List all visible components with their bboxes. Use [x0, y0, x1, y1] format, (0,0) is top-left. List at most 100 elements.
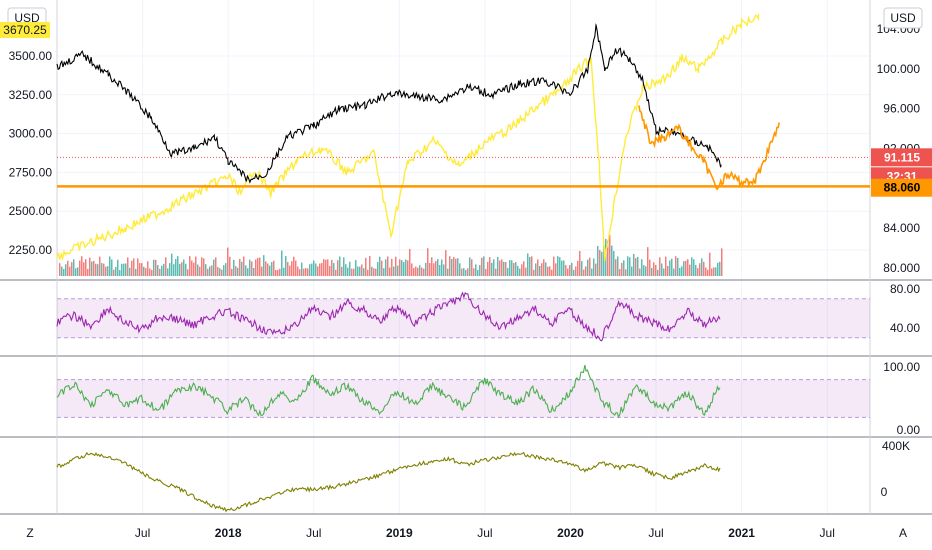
obv-tick-label: 0	[881, 485, 888, 499]
volume-bar	[349, 261, 351, 276]
volume-bar	[703, 261, 705, 276]
volume-bar	[563, 260, 565, 276]
volume-bar	[371, 266, 373, 276]
volume-bar	[499, 260, 501, 276]
volume-bar	[273, 260, 275, 276]
volume-bar	[433, 263, 435, 276]
volume-bar	[445, 250, 447, 276]
volume-bar	[483, 256, 485, 276]
volume-bar	[229, 256, 231, 276]
volume-bar	[203, 258, 205, 276]
volume-bar	[303, 268, 305, 276]
volume-bar	[409, 248, 411, 276]
volume-bar	[75, 268, 77, 276]
volume-bar	[425, 262, 427, 276]
volume-bar	[261, 266, 263, 276]
volume-bar	[271, 262, 273, 276]
volume-bar	[695, 264, 697, 276]
volume-bar	[449, 256, 451, 276]
volume-bar	[509, 260, 511, 276]
volume-bar	[613, 250, 615, 276]
volume-bar	[369, 256, 371, 276]
left-top-value-badge: 3670.25	[0, 22, 50, 38]
volume-bar	[455, 258, 457, 276]
volume-bar	[147, 261, 149, 276]
volume-bar	[87, 268, 89, 276]
volume-bar	[237, 267, 239, 276]
volume-bar	[701, 258, 703, 276]
volume-bar	[653, 262, 655, 276]
last-price-tag	[871, 148, 932, 167]
volume-bar	[171, 253, 173, 276]
volume-bar	[127, 257, 129, 276]
volume-bar	[469, 257, 471, 276]
volume-bar	[241, 261, 243, 276]
time-tick-label: Jul	[306, 526, 321, 540]
volume-bar	[711, 268, 713, 276]
volume-bar	[561, 260, 563, 276]
volume-bar	[267, 263, 269, 276]
volume-bar	[511, 260, 513, 276]
volume-bar	[633, 254, 635, 276]
left-tick-label: 2750.00	[9, 165, 53, 179]
series-line-orange	[638, 105, 781, 191]
volume-bar	[179, 263, 181, 276]
stochastic-tick-label: 100.00	[883, 360, 920, 374]
stochastic-line	[56, 364, 721, 419]
volume-bar	[321, 263, 323, 276]
volume-bar	[289, 265, 291, 276]
time-tick-label: Jul	[648, 526, 663, 540]
volume-bar	[587, 259, 589, 276]
volume-bar	[423, 268, 425, 276]
volume-bar	[463, 268, 465, 276]
indicator-series	[56, 291, 721, 513]
volume-bar	[313, 260, 315, 276]
right-tick-label: 96.000	[883, 102, 920, 116]
volume-bar	[293, 256, 295, 276]
volume-bar	[659, 257, 661, 276]
volume-bar	[61, 266, 63, 276]
svg-text:A: A	[899, 526, 907, 540]
volume-bar	[691, 257, 693, 276]
volume-bar	[201, 257, 203, 276]
volume-bar	[151, 269, 153, 276]
volume-bar	[379, 256, 381, 276]
volume-bar	[71, 262, 73, 276]
volume-bar	[603, 245, 605, 276]
volume-bar	[317, 266, 319, 276]
volume-bar	[427, 248, 429, 276]
volume-bar	[145, 268, 147, 276]
volume-bar	[717, 262, 719, 276]
volume-bar	[183, 259, 185, 276]
volume-bar	[113, 269, 115, 276]
stochastic-tick-label: 0.00	[897, 423, 921, 437]
volume-bar	[597, 246, 599, 276]
volume-bar	[391, 258, 393, 276]
left-tick-label: 3000.00	[9, 127, 53, 141]
volume-bar	[335, 269, 337, 276]
zoom-button[interactable]: Z	[26, 526, 33, 540]
volume-bar	[339, 256, 341, 276]
volume-bar	[573, 269, 575, 276]
right-currency-badge[interactable]: USD	[883, 7, 923, 29]
volume-bar	[95, 263, 97, 276]
volume-bar	[143, 266, 145, 276]
volume-bar	[439, 265, 441, 276]
time-tick-label: 2018	[215, 526, 242, 540]
volume-bar	[63, 268, 65, 276]
volume-bar	[521, 264, 523, 276]
volume-bar	[623, 260, 625, 276]
auto-scale-button[interactable]: A	[899, 526, 907, 540]
volume-bar	[155, 259, 157, 276]
volume-bar	[453, 257, 455, 276]
volume-bar	[667, 265, 669, 276]
volume-bar	[153, 259, 155, 276]
volume-bar	[443, 264, 445, 276]
volume-bar	[413, 267, 415, 276]
volume-bar	[167, 268, 169, 276]
volume-bar	[333, 263, 335, 276]
volume-bar	[475, 264, 477, 276]
volume-bar	[169, 263, 171, 276]
volume-bar	[471, 259, 473, 276]
